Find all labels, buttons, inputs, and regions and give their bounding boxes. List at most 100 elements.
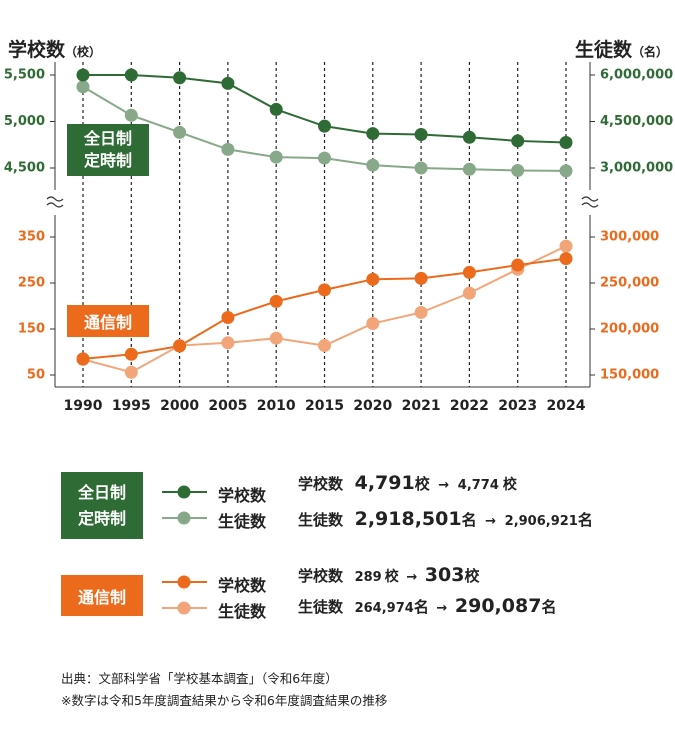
corr-students-legend-dot (177, 601, 191, 615)
fulltime-schools-point-2020 (366, 127, 380, 141)
left-tick-label: 5,000 (4, 114, 45, 129)
left-tick-label: 4,500 (4, 161, 45, 176)
fulltime-students-point-2022 (462, 162, 476, 176)
corr-students-point-2015 (318, 339, 331, 353)
x-tick-label: 2021 (402, 398, 441, 414)
legend-marks (162, 485, 207, 615)
corr-schools-point-2015 (318, 283, 331, 297)
correspondence-badge: 通信制 (67, 305, 149, 337)
corr-students-point-2022 (462, 286, 476, 300)
stat-fulltime-schools: 学校数 4,791校 → 4,774 校 (298, 472, 517, 494)
fulltime-students-point-2010 (269, 150, 283, 164)
corr-students-point-1995 (124, 365, 138, 379)
x-tick-label: 1995 (112, 398, 151, 414)
stat-to-unit: 校 (464, 567, 480, 585)
series-points (76, 68, 573, 379)
arrow-icon: → (485, 514, 497, 529)
axis-ticks: 5,500 5,000 4,500 6,000,000 4,500,000 3,000,0… (4, 68, 673, 415)
corr-students-point-2024 (559, 239, 573, 253)
legend-fulltime-line2: 定時制 (77, 508, 126, 528)
stat-to-unit: 校 (502, 477, 517, 493)
right-tick-label: 250,000 (600, 276, 659, 291)
corr-students-point-2005 (221, 336, 235, 350)
arrow-icon: → (406, 570, 418, 585)
stat-label: 生徒数 (298, 511, 344, 529)
corr-schools-point-2005 (221, 311, 235, 324)
stat-from-value: 264,974 (354, 601, 414, 616)
fulltime-schools-point-2015 (318, 119, 331, 133)
stat-fulltime-students: 生徒数 2,918,501名 → 2,906,921名 (298, 508, 593, 530)
correspondence-badge-text: 通信制 (83, 313, 132, 332)
left-tick-label: 150 (18, 322, 45, 337)
fulltime-schools-point-2022 (462, 130, 476, 144)
fulltime-students-point-2000 (173, 125, 187, 139)
stat-from-unit: 校 (384, 569, 399, 585)
corr-students-point-2010 (269, 331, 283, 345)
legend-fulltime-schools-label: 学校数 (218, 486, 267, 505)
fulltime-badge: 全日制 定時制 (67, 124, 149, 176)
arrow-icon: → (436, 601, 448, 616)
stat-from-unit: 名 (413, 598, 429, 616)
corr-schools-point-2020 (366, 272, 380, 286)
stat-label: 生徒数 (298, 598, 344, 616)
stat-to-value: 2,906,921 (504, 514, 578, 529)
fulltime-students-point-2020 (366, 158, 380, 172)
corr-students-point-2020 (366, 316, 380, 330)
fulltime-badge-line2: 定時制 (83, 151, 132, 170)
axis-break-icon (46, 196, 64, 208)
remark-note: ※数字は令和5年度調査結果から令和6年度調査結果の推移 (61, 693, 388, 708)
x-tick-label: 2010 (257, 398, 296, 414)
right-tick-label: 300,000 (600, 230, 659, 245)
right-tick-label: 3,000,000 (600, 161, 673, 176)
fulltime-schools-point-1990 (76, 68, 90, 82)
x-tick-label: 1990 (64, 398, 103, 414)
stat-from-unit: 名 (461, 511, 477, 529)
left-tick-label: 350 (18, 230, 45, 245)
stat-to-value: 290,087 (454, 595, 542, 617)
fulltime-schools-point-2023 (511, 134, 525, 148)
fulltime-schools-point-2000 (173, 71, 187, 85)
right-tick-label: 200,000 (600, 322, 659, 337)
stat-corr-students: 生徒数 264,974名 → 290,087名 (298, 595, 556, 617)
corr-schools-point-2000 (173, 339, 187, 353)
left-tick-label: 250 (18, 276, 45, 291)
legend-correspondence-badge: 通信制 (61, 575, 143, 616)
stat-to-unit: 名 (577, 511, 593, 529)
corr-schools-point-2010 (269, 294, 283, 308)
legend-fulltime-line1: 全日制 (77, 482, 126, 502)
fulltime-schools-point-1995 (124, 68, 138, 82)
left-axis-title: 学校数（校） (8, 35, 101, 62)
fulltime-schools-point-2021 (414, 128, 428, 142)
stat-from-value: 2,918,501 (354, 508, 462, 530)
fulltime-schools-legend-dot (177, 485, 191, 499)
corr-schools-point-1995 (124, 347, 138, 361)
fulltime-students-point-1995 (124, 108, 138, 122)
x-tick-label: 2020 (353, 398, 392, 414)
left-tick-label: 50 (27, 368, 45, 383)
stat-from-value: 289 (354, 570, 382, 585)
stat-to-unit: 名 (541, 598, 557, 616)
x-tick-label: 2000 (160, 398, 199, 414)
fulltime-students-point-2024 (559, 164, 573, 178)
fulltime-schools-point-2005 (221, 76, 235, 90)
right-axis-unit: （名） (632, 45, 669, 59)
right-tick-label: 6,000,000 (600, 68, 673, 83)
left-axis-title-text: 学校数 (8, 39, 66, 61)
corr-schools-point-2023 (511, 258, 525, 272)
legend-fulltime-students-label: 生徒数 (218, 512, 267, 531)
corr-schools-legend-dot (177, 575, 191, 589)
fulltime-students-point-2023 (511, 164, 525, 178)
stat-label: 学校数 (298, 475, 344, 493)
fulltime-students-point-2021 (414, 161, 428, 175)
corr-schools-point-2021 (414, 271, 428, 285)
legend-correspondence-text: 通信制 (77, 587, 126, 607)
right-axis-title: 生徒数（名） (575, 35, 668, 62)
stat-corr-schools: 学校数 289 校 → 303校 (298, 564, 479, 586)
right-axis-title-text: 生徒数 (575, 39, 633, 61)
legend-corr-students-label: 生徒数 (218, 602, 267, 621)
x-tick-label: 2015 (305, 398, 344, 414)
fulltime-students-legend-dot (177, 511, 191, 525)
right-tick-label: 4,500,000 (600, 114, 673, 129)
x-tick-label: 2024 (547, 398, 586, 414)
left-tick-label: 5,500 (4, 68, 45, 83)
